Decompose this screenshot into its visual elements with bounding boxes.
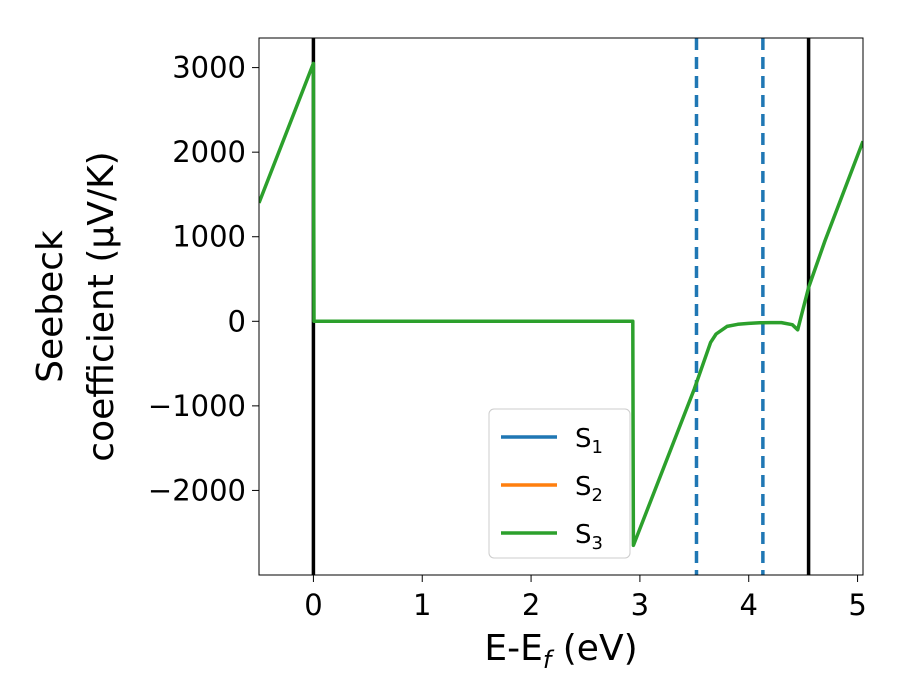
x-tick-label: 3 xyxy=(631,588,649,622)
y-tick-label: −2000 xyxy=(148,473,246,507)
x-axis-ticks: 0 1 2 3 4 5 xyxy=(304,575,867,622)
x-tick-label: 1 xyxy=(413,588,431,622)
y-axis-label-line: Seebeck xyxy=(30,230,71,383)
x-tick-label: 0 xyxy=(304,588,322,622)
legend: S1 S2 S3 xyxy=(488,408,631,559)
legend-box xyxy=(488,408,631,559)
x-axis-label-unit: (eV) xyxy=(551,628,637,669)
plot-area xyxy=(259,38,863,575)
x-axis-label-main: E-E xyxy=(484,628,542,669)
series-line-S3 xyxy=(259,61,863,548)
y-tick-label: 1000 xyxy=(172,220,246,254)
x-tick-label: 4 xyxy=(740,588,758,622)
y-axis-ticks: −2000 −1000 0 1000 2000 3000 xyxy=(148,51,259,507)
y-axis-label: Seebeck coefficient (μV/K) xyxy=(30,151,122,461)
legend-label-S2: S2 xyxy=(575,472,603,506)
x-tick-label: 5 xyxy=(848,588,866,622)
y-axis-label-line: coefficient (μV/K) xyxy=(81,151,122,461)
x-tick-label: 2 xyxy=(522,588,540,622)
y-tick-label: 2000 xyxy=(172,135,246,169)
y-tick-label: 3000 xyxy=(172,51,246,85)
y-tick-label: 0 xyxy=(228,304,246,338)
legend-label-S1: S1 xyxy=(575,424,603,458)
plot-frame xyxy=(258,37,864,576)
x-axis-label: E-Ef (eV) xyxy=(484,628,637,674)
legend-label-S3: S3 xyxy=(575,520,603,554)
y-tick-label: −1000 xyxy=(148,389,246,423)
